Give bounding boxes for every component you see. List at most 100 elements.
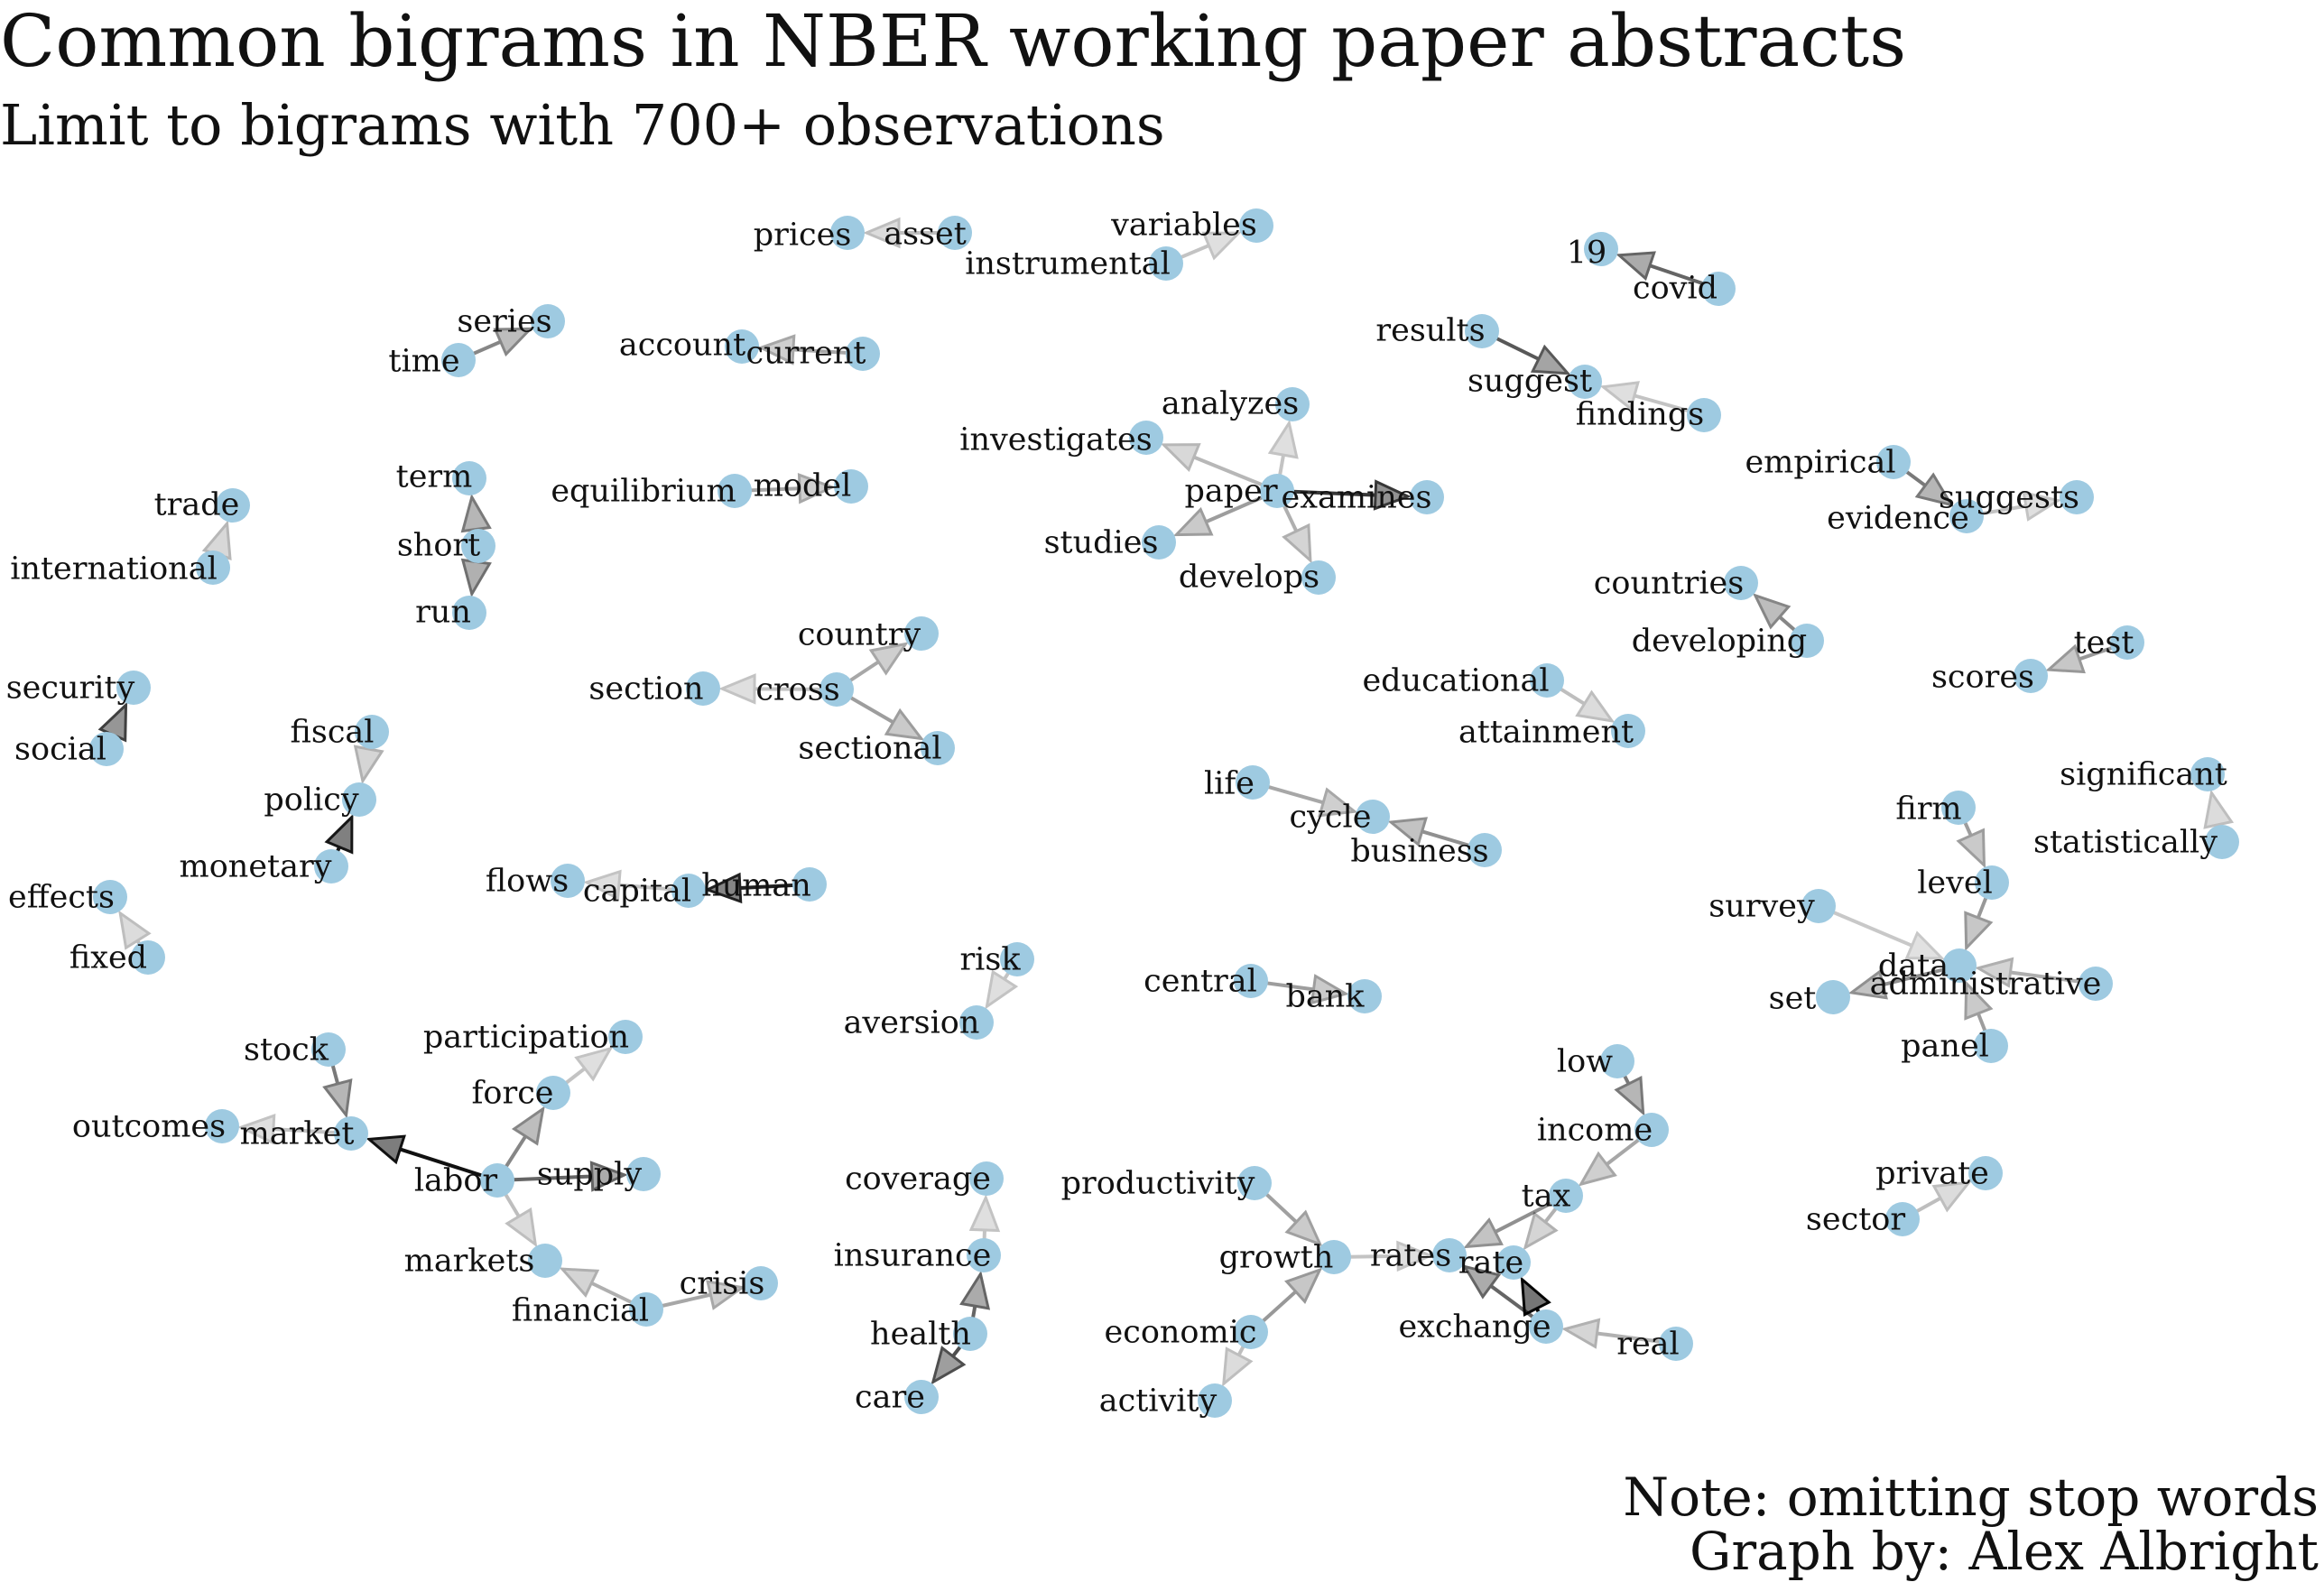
node-results [1465, 314, 1499, 348]
node-label-suggests: suggests [1939, 480, 2079, 516]
node-productivity [1237, 1166, 1272, 1200]
node-label-risk: risk [959, 942, 1021, 978]
node-label-model: model [754, 468, 852, 504]
node-develops [1301, 560, 1336, 595]
arrow-head [1282, 523, 1312, 564]
node-label-attainment: attainment [1458, 715, 1634, 751]
node-low [1600, 1044, 1634, 1078]
arrow-head [1172, 506, 1214, 537]
node-label-survey: survey [1708, 889, 1815, 925]
node-evidence [1949, 499, 1984, 533]
node-label-set: set [1769, 981, 1817, 1017]
arrow-head [1575, 689, 1616, 723]
node-label-fixed: fixed [69, 940, 147, 976]
node-time [441, 343, 476, 377]
arrow-head [704, 872, 743, 904]
node-label-bank: bank [1285, 979, 1365, 1015]
node-label-private: private [1875, 1156, 1989, 1192]
node-label-supply: supply [537, 1157, 643, 1193]
node-label-cross: cross [755, 672, 839, 708]
edge-results-suggest [1481, 329, 1571, 375]
node-label-empirical: empirical [1745, 445, 1895, 481]
node-monetary [314, 849, 348, 884]
node-educational [1530, 663, 1564, 698]
node-label-force: force [471, 1076, 553, 1112]
arrow-head [1201, 231, 1243, 261]
arrow-head [1221, 1346, 1254, 1387]
node-markets [528, 1244, 562, 1278]
arrow-head [718, 673, 756, 705]
node-survey [1801, 889, 1836, 923]
arrow-head [574, 1046, 614, 1082]
node-studies [1142, 525, 1176, 560]
node-section [686, 671, 720, 706]
arrow-head [2203, 789, 2235, 829]
node-label-outcomes: outcomes [72, 1109, 226, 1145]
node-label-effects: effects [8, 880, 115, 916]
node-label-current: current [746, 336, 866, 372]
arrow-head [1904, 930, 1946, 960]
node-label-administrative: administrative [1870, 967, 2102, 1003]
node-asset [938, 216, 972, 250]
node-statistically [2205, 825, 2239, 859]
node-label-capital: capital [583, 874, 691, 910]
node-insurance [967, 1238, 1001, 1272]
node-label-care: care [855, 1380, 925, 1416]
node-cross [819, 672, 854, 707]
node-security [116, 671, 151, 705]
arrow-head [1616, 251, 1656, 282]
node-label-panel: panel [1901, 1029, 1989, 1065]
node-stock [311, 1032, 346, 1067]
arrow-head [1160, 443, 1201, 473]
node-empirical [1876, 445, 1911, 479]
node-rates [1432, 1238, 1467, 1272]
node-crisis [744, 1266, 778, 1300]
node-labor [480, 1163, 514, 1198]
node-label-stock: stock [244, 1032, 329, 1069]
note-line-2: Graph by: Alex Albright [1690, 1521, 2319, 1582]
node-label-international: international [10, 551, 218, 587]
node-income [1634, 1113, 1669, 1147]
node-label-aversion: aversion [844, 1005, 980, 1041]
node-flows [551, 864, 585, 898]
arrow-head [493, 327, 534, 357]
node-fiscal [355, 715, 389, 749]
node-outcomes [205, 1109, 239, 1143]
arrow-head [968, 1194, 1001, 1233]
node-19 [1584, 232, 1618, 266]
node-label-insurance: insurance [834, 1238, 992, 1274]
arrow-head [2045, 643, 2086, 674]
node-prices [830, 216, 865, 250]
arrow-head [583, 869, 622, 901]
node-label-markets: markets [404, 1244, 535, 1280]
node-label-findings: findings [1576, 397, 1704, 433]
node-label-tax: tax [1522, 1179, 1571, 1215]
node-health [953, 1317, 987, 1351]
node-current [846, 337, 880, 371]
node-label-data: data [1878, 948, 1949, 985]
node-examines [1410, 480, 1444, 514]
node-panel [1974, 1029, 2008, 1063]
node-label-investigates: investigates [959, 422, 1152, 458]
node-label-financial: financial [512, 1293, 649, 1329]
node-label-prices: prices [754, 217, 852, 254]
nodes-layer [89, 208, 2239, 1418]
node-label-economic: economic [1105, 1315, 1257, 1351]
node-label-results: results [1375, 313, 1485, 349]
node-label-market: market [240, 1116, 355, 1152]
node-label-participation: participation [423, 1020, 629, 1056]
arrow-head [1396, 1240, 1434, 1272]
node-label-short: short [397, 528, 480, 564]
arrow-head [985, 969, 1019, 1010]
node-supply [626, 1157, 661, 1191]
arrow-head [1964, 979, 1994, 1021]
arrow-head [324, 813, 354, 855]
chart-title: Common bigrams in NBER working paper abs… [0, 0, 1907, 83]
node-label-analyzes: analyzes [1162, 386, 1299, 422]
arrow-head [322, 1078, 353, 1119]
arrow-head [1974, 957, 2014, 988]
node-bank [1347, 979, 1382, 1013]
node-trade [216, 488, 250, 523]
node-label-human: human [701, 868, 811, 904]
